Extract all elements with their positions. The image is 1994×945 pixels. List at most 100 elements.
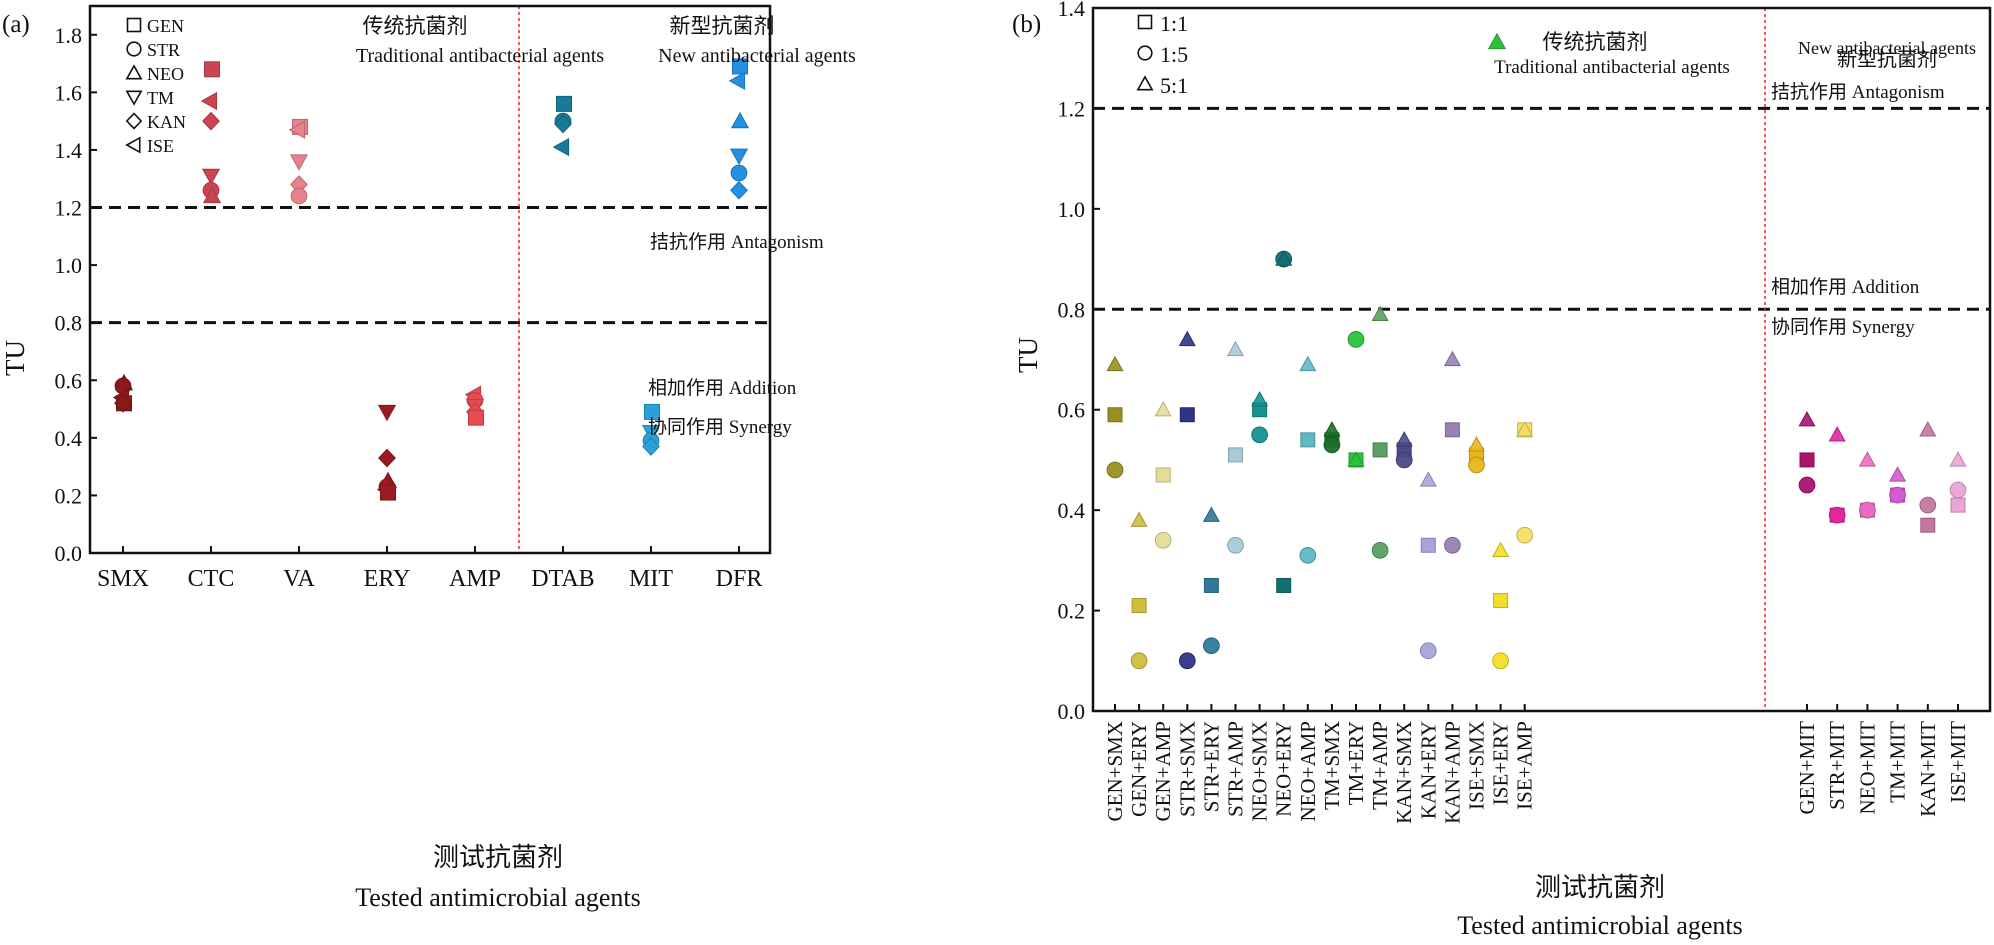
- panel-b-legend-label-1-1: 1:1: [1160, 11, 1188, 36]
- panel-a-legend-label-ise: ISE: [147, 136, 174, 156]
- panel-b-group-label-new-en: New antibacterial agents: [1798, 38, 1976, 58]
- panel-a-y-tick-label: 1.4: [55, 138, 83, 163]
- panel-a-x-tick-label-dfr: DFR: [716, 566, 763, 592]
- panel-a-group-label-traditional-cn: 传统抗菌剂: [363, 14, 468, 38]
- panel-a-group-label-new-en: New antibacterial agents: [658, 45, 856, 67]
- panel-a-legend-marker-ise: [125, 136, 141, 154]
- panel-b-point-str-ery-5-1: [1202, 506, 1220, 522]
- panel-b-point-tm-ery-1-5: [1347, 331, 1365, 348]
- panel-a-x-tick-label-ery: ERY: [364, 566, 411, 592]
- panel-b-x-tick-label-tm-mit: TM+MIT: [1886, 721, 1910, 803]
- panel-b-inline-triangle-marker: [1487, 32, 1507, 50]
- panel-a-legend-marker-kan: [125, 112, 143, 130]
- panel-b-point-str-mit-1-5: [1828, 506, 1846, 524]
- panel-a-point-mit-square: [644, 403, 660, 420]
- panel-a-x-tick-label-smx: SMX: [97, 566, 149, 592]
- panel-a-data-points: [112, 58, 750, 501]
- panel-a-synergy-label: 协同作用 Synergy: [648, 416, 792, 438]
- panel-b-point-gen-smx-5-1: [1106, 355, 1124, 372]
- panel-b-point-gen-smx-1-5: [1106, 461, 1124, 479]
- panel-b-point-str-mit-5-1: [1828, 426, 1846, 442]
- panel-b-y-tick-label: 0.0: [1058, 699, 1086, 724]
- panel-b-y-axis-label: TU: [1013, 337, 1043, 373]
- panel-b-x-tick-label-ise-amp: ISE+AMP: [1513, 721, 1537, 810]
- panel-b-point-kan-mit-1-5: [1919, 496, 1937, 514]
- panel-b-point-kan-amp-5-1: [1443, 350, 1461, 367]
- panel-b-point-kan-mit-1-1: [1920, 517, 1936, 533]
- panel-b-label: (b): [1012, 11, 1041, 38]
- panel-b-point-gen-mit-1-5: [1798, 476, 1816, 494]
- panel-a-point-dtab-triangle-left: [552, 137, 570, 157]
- panel-b-point-ise-ery-1-5: [1492, 652, 1509, 670]
- panel-b-x-tick-label-neo-ery: NEO+ERY: [1272, 721, 1296, 817]
- panel-a-antagonism-label: 拮抗作用 Antagonism: [650, 231, 824, 253]
- panel-b-x-tick-label-str-smx: STR+SMX: [1175, 721, 1199, 817]
- panel-b-point-neo-amp-1-1: [1300, 432, 1316, 448]
- panel-b-point-tm-smx-1-5: [1323, 436, 1341, 454]
- panel-b-point-kan-smx-5-1: [1395, 431, 1413, 447]
- panel-b-point-str-ery-1-1: [1203, 577, 1219, 593]
- panel-b-y-tick-label: 1.2: [1058, 96, 1086, 121]
- panel-b-x-tick-label-gen-amp: GEN+AMP: [1151, 721, 1175, 822]
- panel-b-x-tick-label-ise-smx: ISE+SMX: [1465, 721, 1489, 810]
- panel-b-x-tick-label-str-amp: STR+AMP: [1224, 721, 1248, 817]
- panel-b-x-axis-label-cn: 测试抗菌剂: [1535, 873, 1665, 902]
- panel-b-point-str-amp-5-1: [1226, 340, 1245, 357]
- panel-a-point-va-circle: [290, 187, 308, 205]
- panel-b-legend-label-5-1: 5:1: [1160, 73, 1188, 98]
- panel-a-y-tick-label: 0.6: [55, 368, 83, 393]
- panel-b-point-gen-smx-1-1: [1107, 407, 1123, 423]
- panel-a-point-dfr-triangle-down: [729, 148, 749, 165]
- panel-b-y-tick-label: 0.6: [1058, 398, 1086, 423]
- panel-a-legend-label-neo: NEO: [147, 64, 184, 84]
- panel-b-point-ise-ery-1-1: [1493, 593, 1509, 609]
- panel-b-point-kan-ery-5-1: [1419, 471, 1437, 487]
- panel-b-point-neo-mit-5-1: [1858, 451, 1876, 467]
- panel-a-x-tick-label-va: VA: [283, 566, 315, 592]
- panel-a-x-tick-label-ctc: CTC: [188, 566, 235, 592]
- panel-b-x-tick-label-tm-smx: TM+SMX: [1320, 721, 1344, 810]
- panel-a-y-tick-label: 1.2: [55, 196, 83, 221]
- panel-a-point-ctc-square: [204, 61, 220, 78]
- panel-a-x-tick-label-amp: AMP: [449, 566, 501, 592]
- panel-b-point-tm-mit-1-5: [1889, 486, 1906, 504]
- panel-b-point-kan-smx-1-5: [1395, 451, 1413, 469]
- panel-b-point-kan-ery-1-1: [1420, 537, 1436, 553]
- panel-b-group-label-traditional-en: Traditional antibacterial agents: [1494, 57, 1730, 78]
- panel-b-point-str-amp-1-1: [1228, 447, 1243, 463]
- panel-b-point-tm-ery-5-1: [1347, 451, 1365, 467]
- panel-b-x-tick-label-kan-amp: KAN+AMP: [1440, 721, 1464, 824]
- panel-b-point-neo-smx-5-1: [1251, 390, 1269, 407]
- panel-a-point-smx-diamond: [114, 393, 132, 413]
- panel-a-point-mit-diamond: [642, 437, 660, 456]
- panel-b-x-axis-label-en: Tested antimicrobial agents: [1457, 911, 1743, 940]
- panel-a-legend: GEN STR NEO TM KAN ISE: [125, 16, 186, 156]
- panel-b-point-neo-ery-1-1: [1276, 577, 1292, 593]
- panel-b-point-gen-ery-1-5: [1130, 652, 1148, 670]
- panel-a-legend-label-str: STR: [147, 40, 180, 60]
- panel-a-x-axis-label-cn: 测试抗菌剂: [433, 843, 563, 872]
- panel-a-y-axis-label: TU: [0, 340, 30, 376]
- panel-b-point-str-smx-1-5: [1178, 652, 1196, 670]
- panel-a: (a) TU 0.0 0.2 0.4 0.6 0.8 1.0 1.2 1.4 1.6 1.8 SMX…: [0, 4, 856, 912]
- panel-b-addition-label: 相加作用 Addition: [1771, 276, 1920, 298]
- panel-a-point-dfr-triangle-up: [730, 111, 750, 129]
- panel-b-point-ise-mit-1-1: [1950, 497, 1966, 513]
- panel-b-x-tick-label-tm-amp: TM+AMP: [1368, 721, 1392, 810]
- panel-a-point-ctc-diamond: [202, 111, 220, 131]
- panel-a-point-dfr-square: [732, 58, 748, 75]
- panel-b-annotations: 传统抗菌剂 Traditional antibacterial agents 新…: [1457, 30, 1976, 940]
- panel-b-point-kan-mit-5-1: [1919, 421, 1937, 437]
- panel-a-point-ery-square: [380, 484, 396, 501]
- panel-a-y-tick-label: 1.6: [55, 80, 83, 105]
- panel-a-y-tick-label: 0.2: [55, 483, 83, 508]
- panel-a-legend-label-gen: GEN: [147, 16, 184, 36]
- panel-a-point-dtab-square: [556, 95, 572, 112]
- panel-b-point-tm-smx-5-1: [1323, 421, 1341, 437]
- panel-b-x-tick-label-tm-ery: TM+ERY: [1344, 721, 1368, 805]
- panel-b-reference-lines: [1093, 8, 1990, 711]
- panel-b-point-gen-amp-5-1: [1154, 400, 1172, 417]
- panel-b-x-tick-label-neo-smx: NEO+SMX: [1248, 721, 1272, 822]
